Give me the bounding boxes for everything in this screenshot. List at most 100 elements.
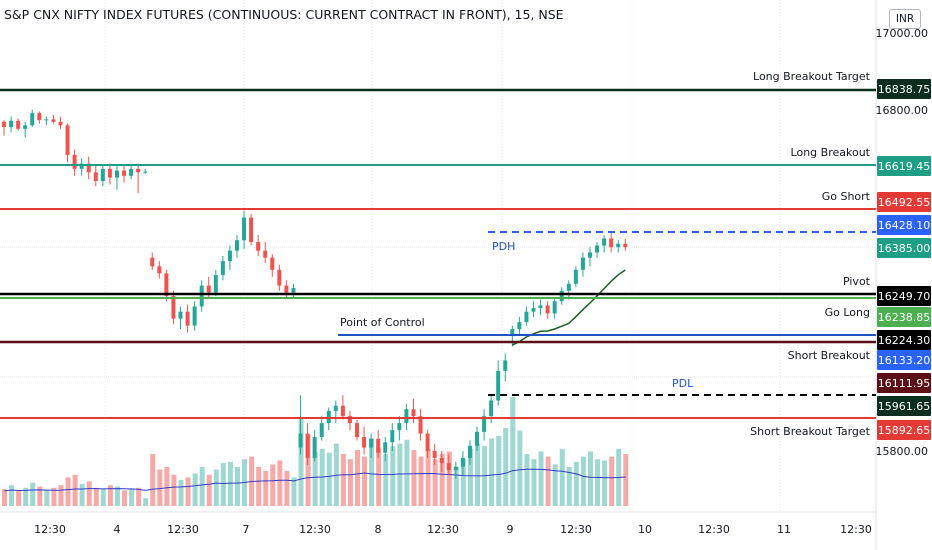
volume-bar xyxy=(277,460,283,506)
candle-body xyxy=(242,217,247,241)
candle-body xyxy=(355,423,359,438)
volume-bar xyxy=(439,454,445,506)
volume-bar xyxy=(411,450,417,506)
volume-bar xyxy=(432,459,438,506)
volume-bar xyxy=(171,474,177,506)
volume-bar xyxy=(609,456,615,506)
price-tag: 16385.00 xyxy=(877,238,931,258)
volume-bar xyxy=(602,460,608,506)
candle-body xyxy=(100,168,105,182)
volume-bar xyxy=(37,486,43,506)
price-tag-background xyxy=(877,330,931,350)
candle-body xyxy=(517,322,522,330)
candle xyxy=(595,242,600,258)
volume-bar xyxy=(79,483,85,506)
candle-body xyxy=(573,269,578,284)
volume-bar xyxy=(460,459,466,506)
candle xyxy=(432,444,437,465)
volume-bar xyxy=(263,470,269,506)
volume-bar xyxy=(44,490,50,506)
candle-body xyxy=(185,311,190,326)
volume-bar xyxy=(213,469,219,506)
price-tag-text: 16385.00 xyxy=(878,242,931,255)
candle-body xyxy=(623,243,628,248)
candle xyxy=(467,440,472,465)
candle xyxy=(397,416,402,441)
volume-bar xyxy=(150,454,156,506)
volume-bar xyxy=(623,454,629,506)
candle xyxy=(347,410,352,431)
volume-bar xyxy=(86,481,92,506)
candle-body xyxy=(446,463,451,471)
candle xyxy=(86,156,91,180)
volume-bar xyxy=(326,452,332,506)
candle xyxy=(37,111,42,124)
time-tick-label: 9 xyxy=(507,523,514,536)
candle xyxy=(291,283,296,298)
price-tag: 16238.85 xyxy=(877,307,931,327)
candle xyxy=(566,280,571,300)
price-tag-text: 16238.85 xyxy=(878,311,931,324)
price-tag-text: 16111.95 xyxy=(878,377,931,390)
level-label: Short Breakout Target xyxy=(750,425,871,438)
candle-body xyxy=(79,163,84,169)
candle-body xyxy=(93,172,98,182)
volume-bar xyxy=(453,467,459,506)
candle xyxy=(439,451,444,472)
candle-body xyxy=(418,416,423,434)
price-tag: 16249.70 xyxy=(877,286,931,306)
candle-body xyxy=(213,275,218,293)
volume-bar xyxy=(383,454,389,506)
candle-body xyxy=(284,285,289,293)
volume-bar xyxy=(517,430,523,506)
candle xyxy=(65,123,70,162)
volume-bar xyxy=(524,454,530,506)
candle xyxy=(171,290,176,324)
price-tag-text: 16492.55 xyxy=(878,196,931,209)
volume-bar xyxy=(16,490,22,506)
candle-body xyxy=(460,457,465,467)
candle xyxy=(114,165,119,190)
candle-body xyxy=(157,266,162,274)
volume-bar xyxy=(545,456,551,506)
candle-body xyxy=(143,171,148,173)
candle-body xyxy=(44,119,49,121)
candle-body xyxy=(178,311,183,319)
candle-body xyxy=(616,243,621,248)
candle-body xyxy=(206,285,211,293)
volume-bar xyxy=(566,467,572,506)
price-tag-text: 16224.30 xyxy=(878,334,931,347)
volume-bar xyxy=(580,456,586,506)
volume-bar xyxy=(256,467,262,506)
candle xyxy=(369,433,374,458)
price-tag-background xyxy=(877,286,931,306)
volume-bar xyxy=(227,461,233,506)
volume-bar xyxy=(397,443,403,506)
price-tag-background xyxy=(877,156,931,176)
level-label: Long Breakout xyxy=(791,146,871,159)
candle-body xyxy=(171,295,176,319)
currency-badge[interactable]: INR xyxy=(889,9,921,29)
candle xyxy=(573,266,578,288)
volume-bar xyxy=(270,464,276,506)
level-label: Go Short xyxy=(822,190,871,203)
candle-body xyxy=(234,240,239,251)
candle-body xyxy=(496,370,501,401)
volume-bar xyxy=(164,467,170,506)
candle xyxy=(517,316,522,337)
candle xyxy=(418,409,423,441)
candle-body xyxy=(65,125,70,155)
volume-bar xyxy=(93,487,99,506)
candle-body xyxy=(51,119,56,122)
candle-body xyxy=(2,121,6,128)
candle-body xyxy=(347,416,352,424)
candle xyxy=(9,116,14,133)
candle-body xyxy=(482,416,487,432)
volume-bar xyxy=(362,456,368,506)
price-tag-background xyxy=(877,215,931,235)
volume-bar xyxy=(2,489,7,506)
candle xyxy=(587,247,592,267)
candle-body xyxy=(545,305,550,314)
